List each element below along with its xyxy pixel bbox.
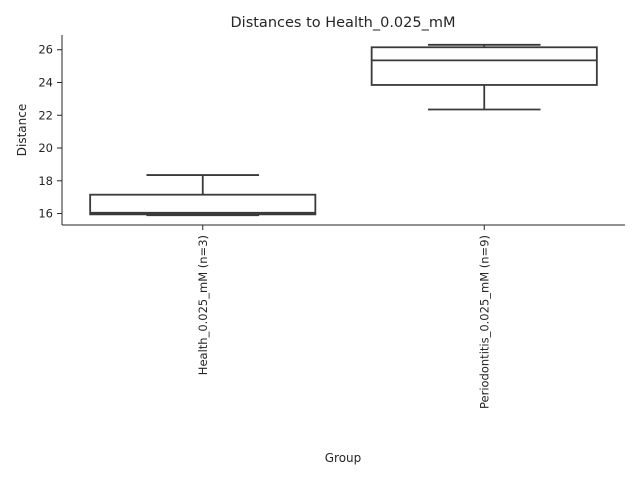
chart-title: Distances to Health_0.025_mM	[231, 15, 456, 31]
x-tick-label: Health_0.025_mM (n=3)	[196, 235, 210, 375]
y-tick-label: 18	[38, 174, 53, 188]
y-tick-label: 26	[38, 43, 53, 57]
y-tick-label: 20	[38, 141, 53, 155]
x-tick-label: Periodontitis_0.025_mM (n=9)	[477, 235, 491, 409]
x-axis-label: Group	[325, 451, 362, 465]
box-plot-boxes	[89, 43, 598, 217]
y-axis-ticks: 16 18 20 22 24 26	[38, 43, 62, 221]
x-axis-ticks: Health_0.025_mM (n=3) Periodontitis_0.025…	[196, 225, 491, 409]
y-tick-label: 16	[38, 207, 53, 221]
y-axis-label: Distance	[15, 104, 29, 156]
y-tick-label: 22	[38, 108, 53, 122]
box-iqr	[370, 46, 598, 86]
box-iqr	[89, 193, 317, 216]
y-tick-label: 24	[38, 76, 53, 90]
